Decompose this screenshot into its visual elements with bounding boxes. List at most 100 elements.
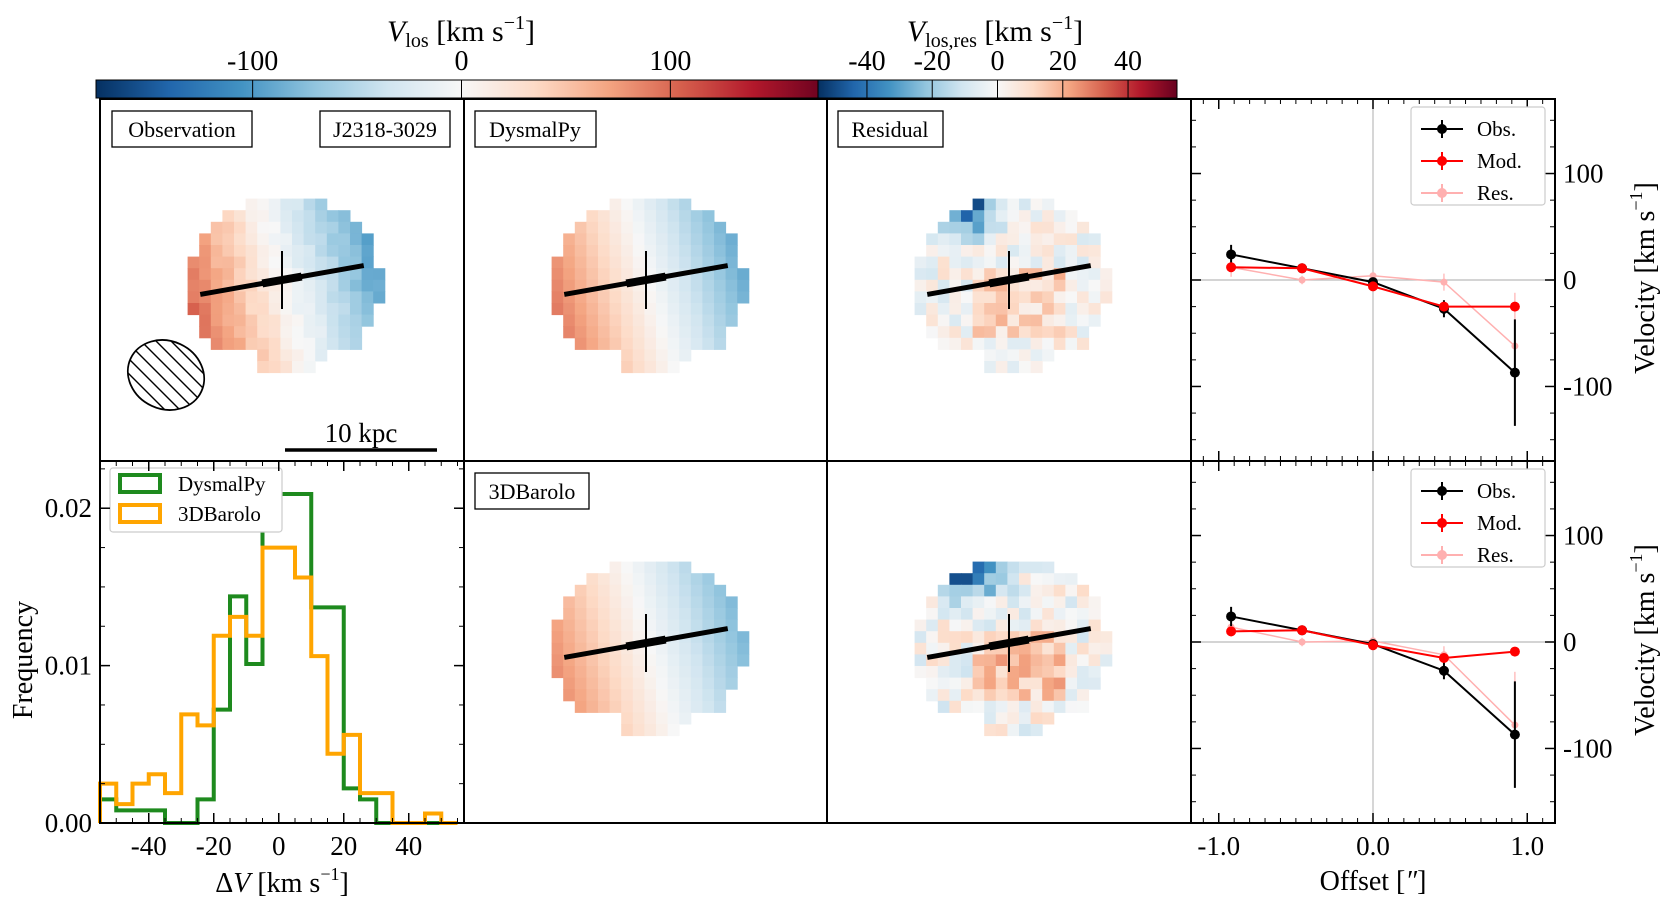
map-pixel xyxy=(1030,349,1043,362)
map-pixel xyxy=(714,268,727,281)
map-pixel xyxy=(1007,245,1020,258)
map-pixel xyxy=(1053,303,1066,316)
map-pixel xyxy=(1065,608,1078,621)
map-pixel xyxy=(292,349,305,362)
map-pixel xyxy=(563,233,576,246)
map-pixel xyxy=(598,256,611,269)
map-pixel xyxy=(961,619,974,632)
map-pixel xyxy=(702,326,715,339)
map-pixel xyxy=(702,666,715,679)
map-pixel xyxy=(914,642,927,655)
map-pixel xyxy=(949,291,962,304)
map-pixel xyxy=(667,712,680,725)
map-pixel xyxy=(984,608,997,621)
map-pixel xyxy=(1077,677,1090,690)
map-pixel xyxy=(199,279,212,292)
map-pixel xyxy=(222,256,235,269)
map-pixel xyxy=(1088,666,1101,679)
map-pixel xyxy=(551,666,564,679)
map-pixel xyxy=(621,245,634,258)
map-pixel xyxy=(937,677,950,690)
map-pixel xyxy=(338,221,351,234)
map-pixel xyxy=(714,303,727,316)
map-pixel xyxy=(350,245,363,258)
map-pixel xyxy=(292,361,305,374)
map-pixel xyxy=(1042,700,1055,713)
map-pixel xyxy=(667,642,680,655)
pv-legend: Obs. Mod. Res. xyxy=(1410,106,1546,206)
map-pixel xyxy=(563,279,576,292)
map-pixel xyxy=(737,279,750,292)
map-pixel xyxy=(234,326,247,339)
map-pixel xyxy=(1007,303,1020,316)
map-pixel xyxy=(199,314,212,327)
map-pixel xyxy=(702,245,715,258)
map-pixel xyxy=(574,221,587,234)
map-pixel xyxy=(1065,689,1078,702)
map-pixel xyxy=(995,349,1008,362)
map-pixel xyxy=(995,712,1008,725)
map-pixel xyxy=(574,666,587,679)
map-pixel xyxy=(268,233,281,246)
map-pixel xyxy=(1007,712,1020,725)
map-pixel xyxy=(656,349,669,362)
map-pixel xyxy=(1042,654,1055,667)
map-pixel xyxy=(586,619,599,632)
map-pixel xyxy=(702,314,715,327)
map-pixel xyxy=(280,233,293,246)
map-pixel xyxy=(656,584,669,597)
map-pixel xyxy=(598,314,611,327)
map-pixel xyxy=(303,198,316,211)
map-pixel xyxy=(926,642,939,655)
map-pixel xyxy=(995,619,1008,632)
map-pixel xyxy=(222,233,235,246)
map-pixel xyxy=(949,233,962,246)
map-pixel xyxy=(995,584,1008,597)
map-pixel xyxy=(937,689,950,702)
map-pixel xyxy=(984,619,997,632)
map-pixel xyxy=(373,279,386,292)
map-pixel xyxy=(926,303,939,316)
map-pixel xyxy=(598,584,611,597)
map-pixel xyxy=(667,279,680,292)
map-pixel xyxy=(609,689,622,702)
map-pixel xyxy=(1053,584,1066,597)
map-pixel xyxy=(1077,221,1090,234)
map-pixel xyxy=(926,268,939,281)
map-pixel xyxy=(679,654,692,667)
scalebar-label: 10 kpc xyxy=(325,418,398,448)
map-pixel xyxy=(586,245,599,258)
map-pixel xyxy=(292,326,305,339)
map-pixel xyxy=(984,314,997,327)
map-pixel xyxy=(245,303,258,316)
map-pixel xyxy=(268,326,281,339)
map-pixel xyxy=(1053,608,1066,621)
legend-marker xyxy=(1437,124,1447,134)
map-pixel xyxy=(679,349,692,362)
map-pixel xyxy=(222,221,235,234)
map-pixel xyxy=(563,677,576,690)
map-pixel xyxy=(961,689,974,702)
map-pixel xyxy=(667,303,680,316)
map-pixel xyxy=(609,303,622,316)
map-pixel xyxy=(632,712,645,725)
map-pixel xyxy=(995,561,1008,574)
map-pixel xyxy=(326,245,339,258)
map-pixel xyxy=(326,303,339,316)
map-pixel xyxy=(551,619,564,632)
map-pixel xyxy=(1088,631,1101,644)
map-pixel xyxy=(949,619,962,632)
map-pixel xyxy=(598,608,611,621)
map-pixel xyxy=(268,256,281,269)
map-pixel xyxy=(644,326,657,339)
map-pixel xyxy=(187,268,200,281)
map-pixel xyxy=(1007,608,1020,621)
map-pixel xyxy=(373,291,386,304)
map-pixel xyxy=(667,689,680,702)
map-pixel xyxy=(972,677,985,690)
map-pixel xyxy=(667,198,680,211)
map-pixel xyxy=(949,268,962,281)
map-pixel xyxy=(245,233,258,246)
map-pixel xyxy=(949,689,962,702)
map-pixel xyxy=(690,221,703,234)
